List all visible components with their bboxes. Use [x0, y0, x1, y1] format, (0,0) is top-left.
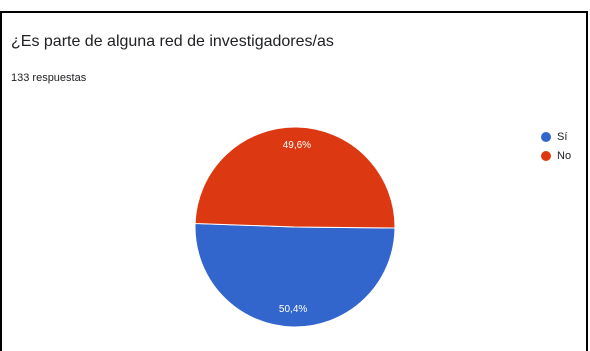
legend-item-si: Sí	[541, 127, 571, 146]
pie-slice-no	[194, 126, 396, 229]
chart-legend: Sí No	[541, 127, 571, 165]
question-title: ¿Es parte de alguna red de investigadore…	[11, 33, 334, 50]
pie-slice-si	[194, 222, 396, 328]
slice-label-si: 50,4%	[279, 304, 307, 315]
legend-label-si: Sí	[557, 130, 568, 143]
pie-chart: 50,4% 49,6%	[194, 126, 396, 328]
legend-item-no: No	[541, 146, 571, 165]
response-count: 133 respuestas	[11, 72, 87, 84]
legend-label-no: No	[557, 149, 572, 162]
legend-swatch-no	[541, 150, 551, 161]
slice-label-no: 49,6%	[283, 140, 311, 151]
legend-swatch-si	[541, 131, 551, 142]
